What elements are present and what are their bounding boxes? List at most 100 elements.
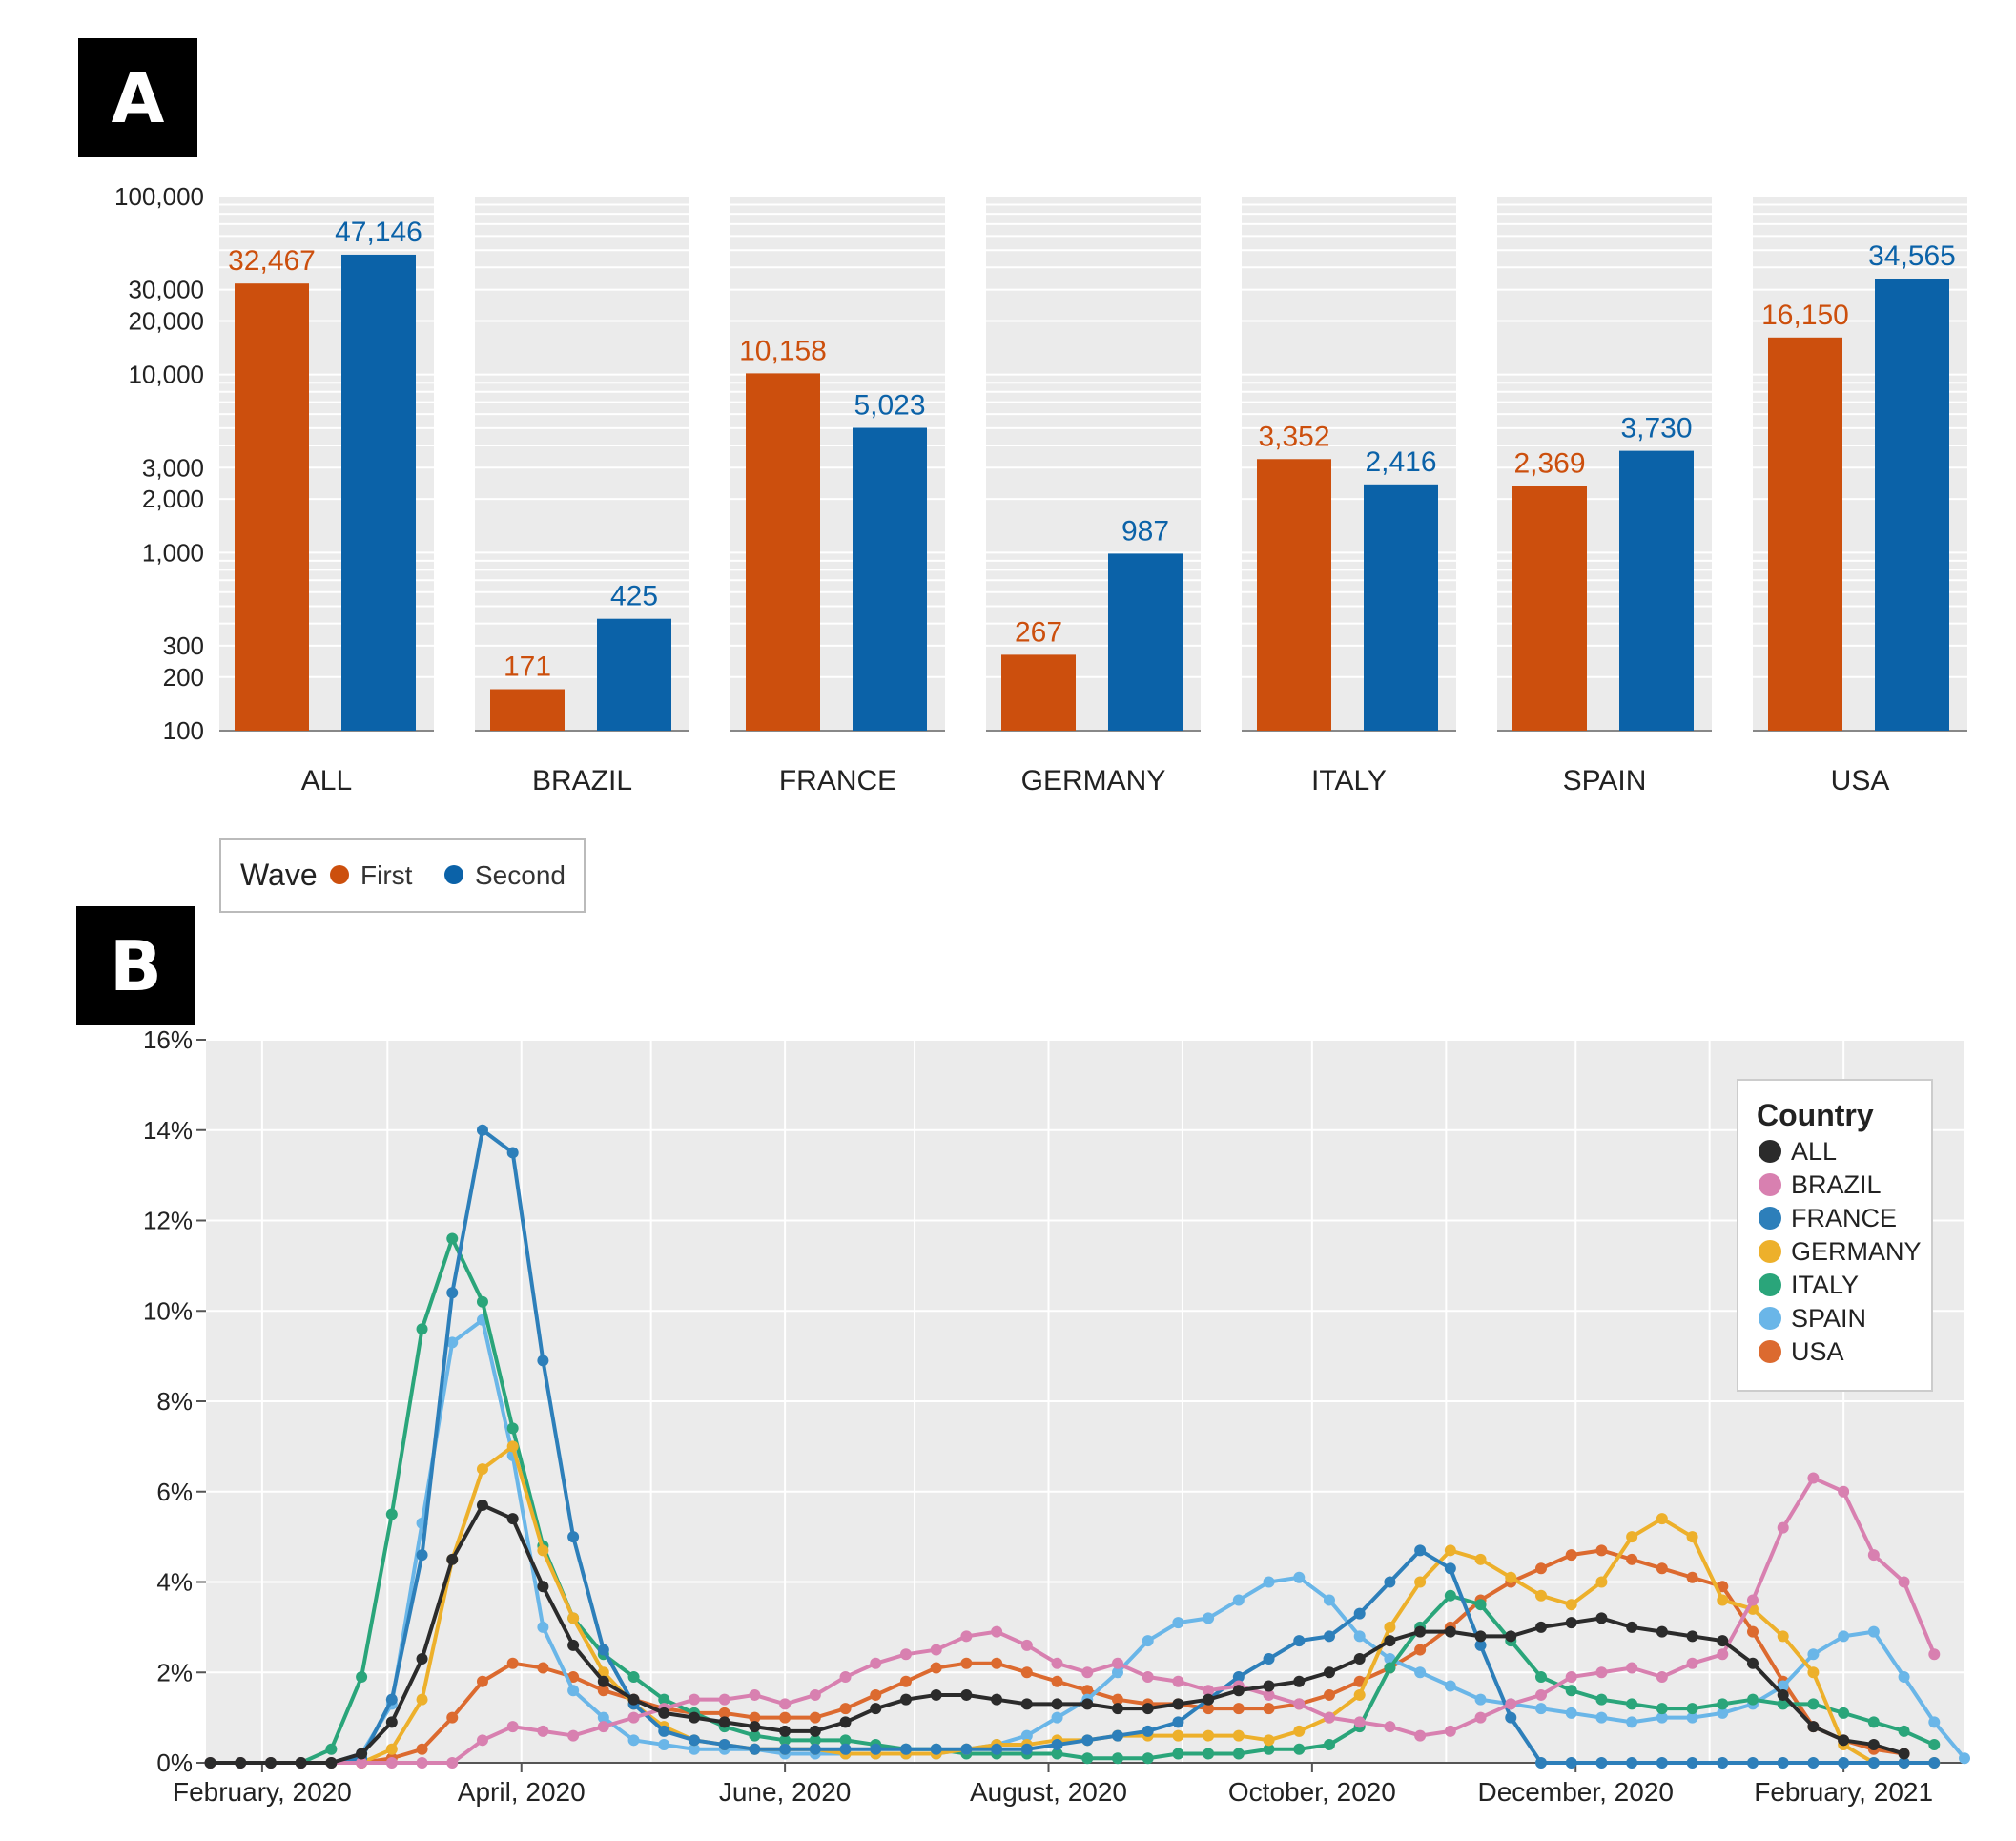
- data-point: [1444, 1625, 1456, 1638]
- data-point: [1020, 1639, 1033, 1651]
- data-point: [1172, 1617, 1184, 1629]
- category-label: ITALY: [1311, 765, 1387, 796]
- data-point: [960, 1743, 973, 1755]
- data-point: [385, 1743, 398, 1755]
- data-point: [476, 1463, 488, 1476]
- data-point: [295, 1757, 307, 1769]
- data-point: [1686, 1571, 1698, 1583]
- legend-country: Country ALL BRAZIL FRANCE GERMANY ITALY SPAIN U…: [1737, 1079, 1933, 1392]
- data-point: [809, 1711, 821, 1724]
- data-point: [1656, 1703, 1668, 1715]
- data-point: [1898, 1670, 1910, 1683]
- data-point: [567, 1670, 580, 1683]
- data-point: [688, 1743, 700, 1755]
- data-point: [446, 1757, 459, 1769]
- bar-first: [1512, 486, 1587, 731]
- data-point: [1232, 1748, 1245, 1760]
- data-point: [1414, 1666, 1427, 1679]
- data-point: [506, 1513, 519, 1525]
- y-tick-label: 100,000: [114, 182, 204, 211]
- data-point: [264, 1757, 277, 1769]
- legend-box: [1737, 1079, 1933, 1392]
- data-point: [1111, 1693, 1123, 1706]
- x-tick-label: August, 2020: [970, 1777, 1127, 1807]
- data-point: [779, 1711, 792, 1724]
- x-tick-label: October, 2020: [1228, 1777, 1396, 1807]
- legend-label: ITALY: [1791, 1271, 1859, 1299]
- data-label: 171: [504, 652, 551, 683]
- data-point: [1807, 1721, 1820, 1733]
- category-label: BRAZIL: [532, 765, 632, 796]
- data-point: [1081, 1685, 1094, 1697]
- data-point: [1172, 1675, 1184, 1687]
- data-point: [1444, 1544, 1456, 1557]
- data-point: [1142, 1635, 1154, 1647]
- data-label: 425: [610, 581, 658, 612]
- bar-chart-panel-a: ALL 32,467 47,146 BRAZIL 171 425 FRANCE 10,158 5…: [114, 182, 1967, 913]
- data-label: 34,565: [1868, 240, 1956, 272]
- data-label: 2,416: [1365, 446, 1436, 478]
- data-point: [809, 1734, 821, 1747]
- x-tick-label: February, 2020: [173, 1777, 352, 1807]
- data-point: [1263, 1680, 1275, 1692]
- data-point: [1172, 1698, 1184, 1710]
- data-point: [1656, 1757, 1668, 1769]
- data-point: [416, 1693, 428, 1706]
- data-point: [567, 1729, 580, 1742]
- y-tick-label: 100: [163, 716, 204, 745]
- data-point: [1928, 1648, 1941, 1661]
- data-point: [506, 1147, 519, 1159]
- legend-label: BRAZIL: [1791, 1170, 1882, 1199]
- data-point: [749, 1729, 761, 1742]
- data-point: [870, 1657, 882, 1669]
- data-point: [385, 1757, 398, 1769]
- data-point: [1323, 1630, 1335, 1643]
- data-point: [1081, 1666, 1094, 1679]
- data-point: [1263, 1653, 1275, 1665]
- data-point: [1534, 1589, 1547, 1602]
- data-point: [1172, 1729, 1184, 1742]
- data-point: [1353, 1688, 1366, 1701]
- data-point: [1656, 1513, 1668, 1525]
- data-point: [537, 1662, 549, 1674]
- data-point: [416, 1323, 428, 1335]
- data-point: [1263, 1703, 1275, 1715]
- data-point: [1172, 1748, 1184, 1760]
- data-point: [991, 1743, 1003, 1755]
- legend-label: SPAIN: [1791, 1304, 1866, 1333]
- series-france: [204, 1124, 1941, 1769]
- data-point: [1565, 1685, 1577, 1697]
- data-point: [779, 1734, 792, 1747]
- data-label: 2,369: [1513, 447, 1585, 479]
- data-point: [1928, 1739, 1941, 1751]
- data-point: [1323, 1739, 1335, 1751]
- data-label: 3,352: [1258, 421, 1329, 452]
- data-point: [960, 1657, 973, 1669]
- data-point: [1263, 1576, 1275, 1588]
- data-point: [1626, 1531, 1638, 1543]
- bar-first: [235, 283, 309, 731]
- data-point: [597, 1685, 609, 1697]
- data-point: [1293, 1743, 1306, 1755]
- data-point: [1203, 1612, 1215, 1624]
- data-point: [597, 1721, 609, 1733]
- data-point: [325, 1757, 338, 1769]
- data-point: [1746, 1625, 1759, 1638]
- data-point: [1777, 1757, 1789, 1769]
- data-point: [1020, 1729, 1033, 1742]
- data-point: [1898, 1748, 1910, 1760]
- data-point: [476, 1295, 488, 1308]
- data-point: [1293, 1635, 1306, 1647]
- legend-marker: [1759, 1273, 1781, 1296]
- data-point: [1656, 1670, 1668, 1683]
- data-point: [1111, 1657, 1123, 1669]
- data-point: [537, 1725, 549, 1737]
- data-point: [204, 1757, 216, 1769]
- data-point: [1777, 1698, 1789, 1710]
- data-point: [1203, 1703, 1215, 1715]
- data-point: [446, 1336, 459, 1349]
- data-point: [1777, 1630, 1789, 1643]
- category-label: USA: [1831, 765, 1890, 796]
- data-point: [385, 1693, 398, 1706]
